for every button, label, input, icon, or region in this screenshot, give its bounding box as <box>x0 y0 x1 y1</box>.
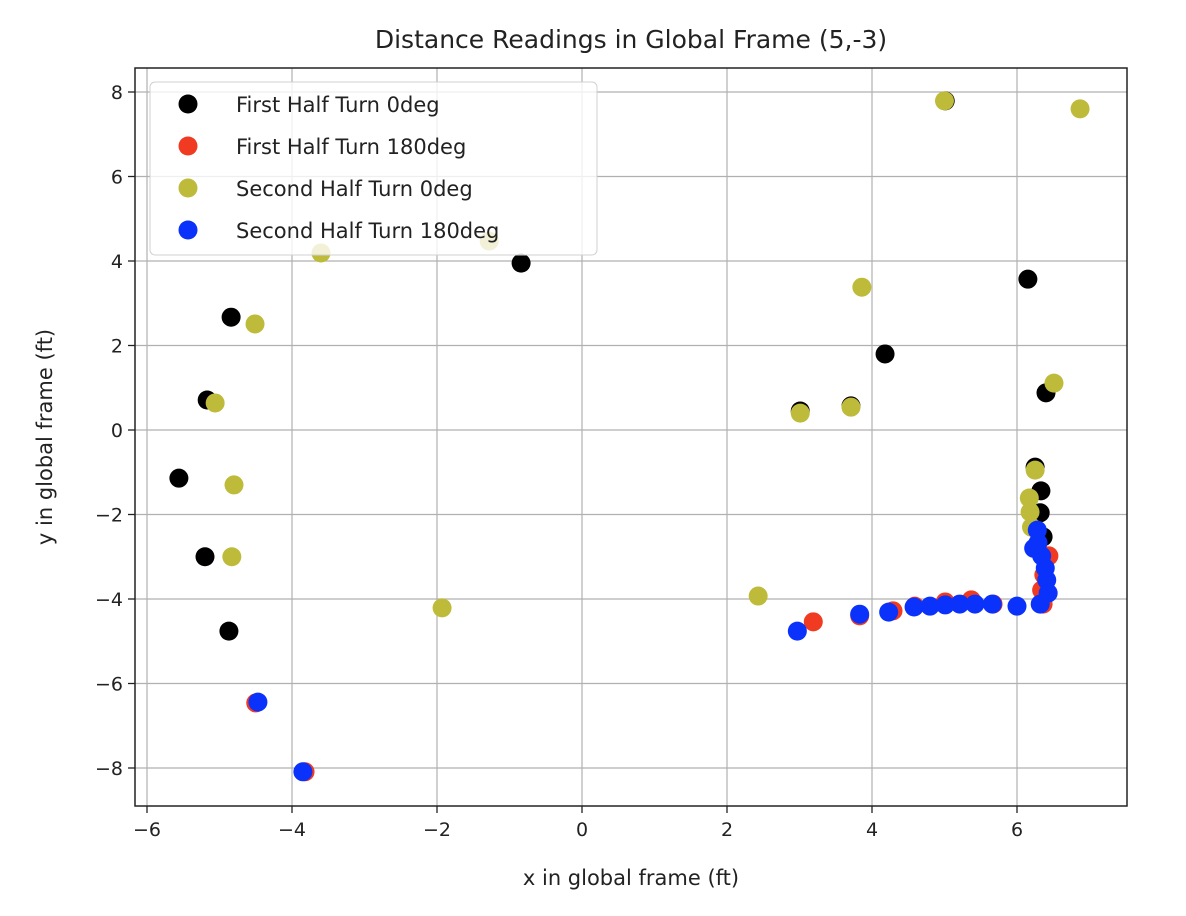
data-point <box>935 595 955 615</box>
data-point <box>950 594 970 614</box>
y-tick-label: 2 <box>111 336 123 358</box>
y-tick-label: 6 <box>111 167 123 189</box>
chart-title: Distance Readings in Global Frame (5,-3) <box>375 25 887 54</box>
series-2 <box>246 546 1059 782</box>
axis-ticks: −6 −4 −2 0 2 4 6 −8 −6 −4 −2 0 2 4 6 8 <box>95 82 1023 841</box>
y-tick-label: −6 <box>95 674 123 696</box>
x-tick-label: −6 <box>133 819 161 841</box>
data-point <box>1044 373 1064 393</box>
y-tick-label: 8 <box>111 82 123 104</box>
grid <box>135 68 1127 806</box>
y-axis-label: y in global frame (ft) <box>33 329 57 545</box>
x-tick-label: 0 <box>576 819 588 841</box>
x-tick-label: 2 <box>721 819 733 841</box>
data-point <box>803 612 823 632</box>
x-tick-label: 6 <box>1011 819 1023 841</box>
data-point <box>248 692 268 712</box>
plot-frame <box>134 67 1128 807</box>
legend-label: First Half Turn 0deg <box>236 93 440 117</box>
x-tick-label: 4 <box>866 819 878 841</box>
data-point <box>169 468 189 488</box>
y-tick-label: 4 <box>111 251 123 273</box>
data-point <box>219 621 239 641</box>
data-point <box>920 596 940 616</box>
data-point <box>790 403 810 423</box>
legend-label: Second Half Turn 180deg <box>236 219 499 243</box>
x-axis-label: x in global frame (ft) <box>523 866 739 890</box>
data-point <box>850 604 870 624</box>
data-point <box>879 602 899 622</box>
data-points <box>169 91 1090 782</box>
x-tick-label: −2 <box>423 819 451 841</box>
data-point <box>432 598 452 618</box>
data-point <box>195 547 215 567</box>
data-point <box>875 344 895 364</box>
y-tick-label: −2 <box>95 505 123 527</box>
data-point <box>1024 538 1044 558</box>
data-point <box>748 586 768 606</box>
data-point <box>222 547 242 567</box>
legend-box <box>149 81 598 256</box>
data-point <box>904 597 924 617</box>
legend-label: First Half Turn 180deg <box>236 135 466 159</box>
data-point <box>852 277 872 297</box>
data-point <box>511 253 531 273</box>
data-point <box>293 762 313 782</box>
data-point <box>1018 269 1038 289</box>
y-tick-label: 0 <box>111 420 123 442</box>
x-tick-label: −4 <box>278 819 306 841</box>
data-point <box>221 307 241 327</box>
data-point <box>787 621 807 641</box>
data-point <box>1027 520 1047 540</box>
data-point <box>245 314 265 334</box>
legend-marker <box>178 178 198 198</box>
legend-marker <box>178 220 198 240</box>
data-point <box>1025 460 1045 480</box>
y-tick-label: −4 <box>95 589 123 611</box>
data-point <box>1019 488 1039 508</box>
data-point <box>965 594 985 614</box>
data-point <box>1020 502 1040 522</box>
data-point <box>1070 99 1090 119</box>
data-point <box>205 393 225 413</box>
legend: First Half Turn 0deg First Half Turn 180d… <box>149 81 598 256</box>
data-point <box>841 397 861 417</box>
data-point <box>224 475 244 495</box>
y-tick-label: −8 <box>95 758 123 780</box>
data-point <box>935 91 954 111</box>
legend-label: Second Half Turn 0deg <box>236 177 473 201</box>
data-point <box>982 594 1002 614</box>
legend-marker <box>178 94 198 114</box>
data-point <box>1007 596 1027 616</box>
series-4 <box>248 520 1058 782</box>
legend-marker <box>178 136 198 156</box>
